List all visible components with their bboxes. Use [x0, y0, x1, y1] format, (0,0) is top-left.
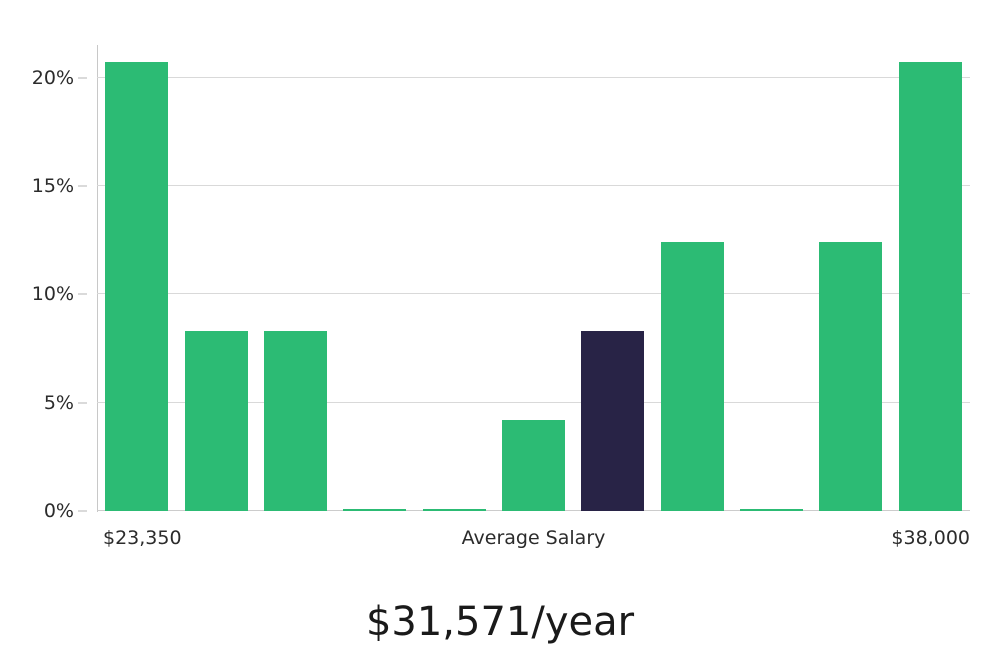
- bar-series: [97, 45, 970, 511]
- bar-highlighted: [581, 331, 645, 511]
- bar-slot: [414, 45, 493, 511]
- bar-slot: [891, 45, 970, 511]
- bar-slot: [732, 45, 811, 511]
- x-axis-label-min: $23,350: [103, 527, 182, 549]
- x-axis-label-title: Average Salary: [461, 527, 606, 549]
- y-axis-tick-mark: [78, 77, 87, 78]
- y-axis-tick-label: 5%: [43, 391, 74, 414]
- bar-slot: [176, 45, 255, 511]
- bar: [898, 62, 962, 511]
- bar: [740, 508, 804, 511]
- bar: [501, 419, 565, 511]
- bar: [263, 331, 327, 511]
- y-axis-line: [97, 45, 98, 512]
- bar: [343, 508, 407, 511]
- y-axis-tick-label: 15%: [31, 174, 74, 197]
- y-axis-tick-label: 0%: [43, 500, 74, 522]
- bar-slot: [256, 45, 335, 511]
- y-axis-tick-mark: [78, 185, 87, 187]
- y-axis-tick-mark: [78, 402, 87, 404]
- y-axis-tick-labels: 0% 5% 10% 15% 20%: [0, 45, 90, 522]
- bar: [422, 508, 486, 511]
- y-axis-tick-label: 10%: [31, 283, 74, 306]
- bar: [819, 242, 883, 511]
- average-salary-caption: $31,571/year: [365, 599, 635, 645]
- x-axis-label-max: $38,000: [891, 527, 970, 549]
- bar-slot: [653, 45, 732, 511]
- bar-slot: [494, 45, 573, 511]
- bar: [184, 331, 248, 511]
- y-axis-tick-label: 20%: [31, 66, 74, 89]
- bar-slot: [335, 45, 414, 511]
- y-axis-tick-mark: [78, 510, 87, 512]
- bar-slot: [573, 45, 652, 511]
- bar-slot: [97, 45, 176, 511]
- x-axis-labels: $23,350 Average Salary $38,000: [97, 527, 970, 559]
- y-axis-tick-mark: [78, 293, 87, 295]
- bar: [105, 62, 169, 511]
- bar: [660, 242, 724, 511]
- plot-area: [97, 45, 970, 511]
- bar-slot: [811, 45, 890, 511]
